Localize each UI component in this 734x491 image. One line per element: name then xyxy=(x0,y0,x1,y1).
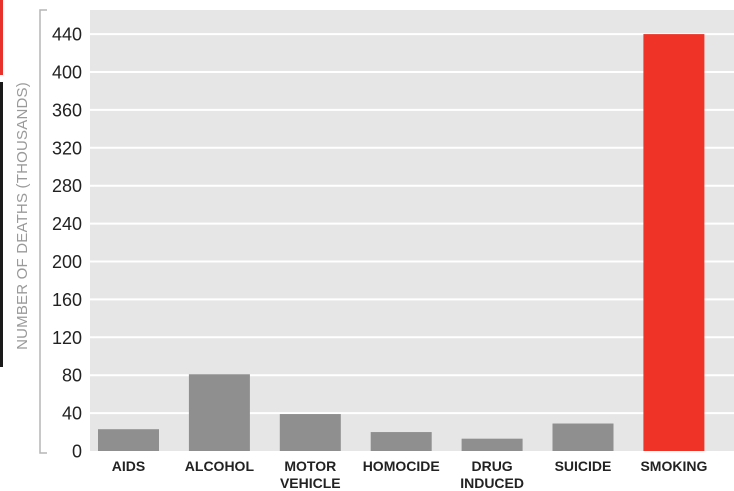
category-label-suicide: SUICIDE xyxy=(555,458,612,474)
category-label-drug-induced: DRUG INDUCED xyxy=(460,458,524,491)
y-tick-label-160: 160 xyxy=(52,290,82,310)
bar-smoking xyxy=(643,34,705,451)
edge-accent-dark xyxy=(0,82,3,367)
bar-alcohol xyxy=(188,374,250,451)
y-tick-label-320: 320 xyxy=(52,138,82,158)
y-tick-label-240: 240 xyxy=(52,214,82,234)
category-label-motor-vehicle: MOTOR VEHICLE xyxy=(280,458,341,491)
y-tick-label-40: 40 xyxy=(62,404,82,424)
y-axis-label: NUMBER OF DEATHS (THOUSANDS) xyxy=(14,82,31,350)
y-tick-label-440: 440 xyxy=(52,25,82,45)
y-tick-label-400: 400 xyxy=(52,63,82,83)
y-tick-label-360: 360 xyxy=(52,100,82,120)
edge-accent-red xyxy=(0,0,3,75)
y-tick-label-120: 120 xyxy=(52,328,82,348)
category-label-smoking: SMOKING xyxy=(640,458,707,474)
y-tick-label-0: 0 xyxy=(72,442,82,462)
category-labels: AIDS ALCOHOL MOTOR VEHICLE HOMOCIDE DRUG INDUC… xyxy=(112,458,708,491)
category-label-homocide: HOMOCIDE xyxy=(363,458,440,474)
bar-drug-induced xyxy=(461,438,523,451)
bar-aids xyxy=(98,429,159,451)
y-tick-label-80: 80 xyxy=(62,366,82,386)
bar-suicide xyxy=(552,423,614,451)
y-tick-labels: 0 40 80 120 160 200 240 280 320 360 400 440 xyxy=(52,25,82,462)
category-label-alcohol: ALCOHOL xyxy=(185,458,255,474)
category-label-aids: AIDS xyxy=(112,458,145,474)
axis-bracket xyxy=(39,9,47,454)
y-tick-label-280: 280 xyxy=(52,176,82,196)
bar-homocide xyxy=(370,432,432,451)
bars xyxy=(98,34,705,451)
y-tick-label-200: 200 xyxy=(52,252,82,272)
bar-motor-vehicle xyxy=(279,414,341,451)
plot-background xyxy=(90,10,734,451)
